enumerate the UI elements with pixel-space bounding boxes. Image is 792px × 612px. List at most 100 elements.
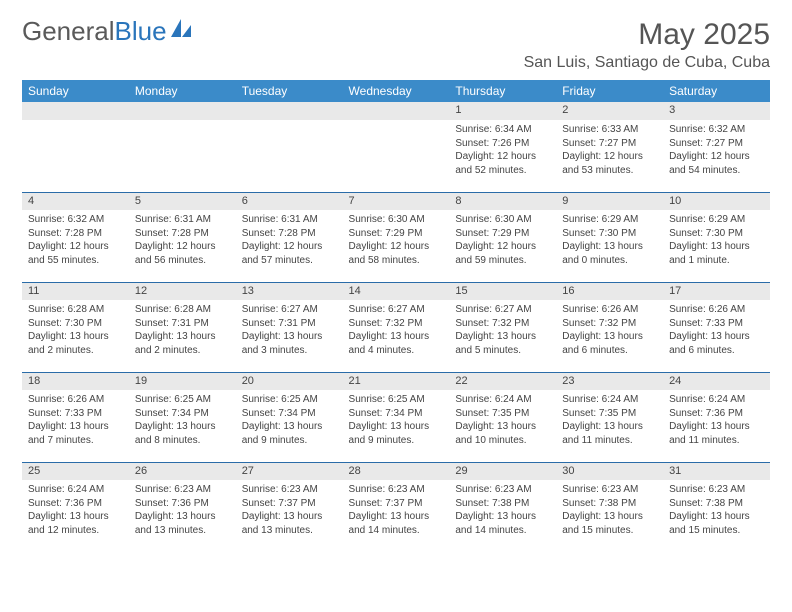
weekday-header: Thursday bbox=[449, 80, 556, 102]
sunset-text: Sunset: 7:31 PM bbox=[242, 317, 337, 331]
day-number-cell: 8 bbox=[449, 192, 556, 210]
day-number-cell: 3 bbox=[663, 102, 770, 120]
day-detail-cell: Sunrise: 6:27 AMSunset: 7:31 PMDaylight:… bbox=[236, 300, 343, 372]
day-detail-cell: Sunrise: 6:30 AMSunset: 7:29 PMDaylight:… bbox=[449, 210, 556, 282]
day-number-cell: 23 bbox=[556, 372, 663, 390]
daynum-row: 25262728293031 bbox=[22, 462, 770, 480]
daylight-text: Daylight: 13 hours and 4 minutes. bbox=[349, 330, 444, 357]
daylight-text: Daylight: 13 hours and 6 minutes. bbox=[669, 330, 764, 357]
day-number-cell: 30 bbox=[556, 462, 663, 480]
day-number-cell: 27 bbox=[236, 462, 343, 480]
daylight-text: Daylight: 13 hours and 9 minutes. bbox=[242, 420, 337, 447]
day-number-cell bbox=[236, 102, 343, 120]
day-number-cell: 29 bbox=[449, 462, 556, 480]
sunset-text: Sunset: 7:35 PM bbox=[562, 407, 657, 421]
sunset-text: Sunset: 7:33 PM bbox=[669, 317, 764, 331]
sunrise-text: Sunrise: 6:31 AM bbox=[135, 213, 230, 227]
daylight-text: Daylight: 13 hours and 14 minutes. bbox=[349, 510, 444, 537]
day-detail-cell: Sunrise: 6:24 AMSunset: 7:35 PMDaylight:… bbox=[556, 390, 663, 462]
sunrise-text: Sunrise: 6:26 AM bbox=[669, 303, 764, 317]
day-number-cell: 11 bbox=[22, 282, 129, 300]
sunset-text: Sunset: 7:29 PM bbox=[349, 227, 444, 241]
daylight-text: Daylight: 12 hours and 54 minutes. bbox=[669, 150, 764, 177]
sunrise-text: Sunrise: 6:25 AM bbox=[349, 393, 444, 407]
sunrise-text: Sunrise: 6:33 AM bbox=[562, 123, 657, 137]
logo-sail-icon bbox=[169, 17, 193, 39]
day-detail-cell: Sunrise: 6:26 AMSunset: 7:32 PMDaylight:… bbox=[556, 300, 663, 372]
daylight-text: Daylight: 13 hours and 8 minutes. bbox=[135, 420, 230, 447]
sunset-text: Sunset: 7:28 PM bbox=[28, 227, 123, 241]
sunset-text: Sunset: 7:36 PM bbox=[669, 407, 764, 421]
sunrise-text: Sunrise: 6:31 AM bbox=[242, 213, 337, 227]
sunrise-text: Sunrise: 6:23 AM bbox=[349, 483, 444, 497]
daylight-text: Daylight: 12 hours and 57 minutes. bbox=[242, 240, 337, 267]
sunrise-text: Sunrise: 6:23 AM bbox=[562, 483, 657, 497]
day-detail-cell: Sunrise: 6:26 AMSunset: 7:33 PMDaylight:… bbox=[22, 390, 129, 462]
calendar-table: Sunday Monday Tuesday Wednesday Thursday… bbox=[22, 80, 770, 552]
day-number-cell: 18 bbox=[22, 372, 129, 390]
sunrise-text: Sunrise: 6:24 AM bbox=[669, 393, 764, 407]
sunrise-text: Sunrise: 6:24 AM bbox=[28, 483, 123, 497]
weekday-header: Monday bbox=[129, 80, 236, 102]
sunrise-text: Sunrise: 6:23 AM bbox=[669, 483, 764, 497]
sunrise-text: Sunrise: 6:25 AM bbox=[242, 393, 337, 407]
weekday-row: Sunday Monday Tuesday Wednesday Thursday… bbox=[22, 80, 770, 102]
sunrise-text: Sunrise: 6:23 AM bbox=[135, 483, 230, 497]
weekday-header: Wednesday bbox=[343, 80, 450, 102]
day-detail-cell: Sunrise: 6:28 AMSunset: 7:31 PMDaylight:… bbox=[129, 300, 236, 372]
day-number-cell: 24 bbox=[663, 372, 770, 390]
day-detail-cell: Sunrise: 6:23 AMSunset: 7:38 PMDaylight:… bbox=[449, 480, 556, 552]
sunset-text: Sunset: 7:38 PM bbox=[669, 497, 764, 511]
day-detail-cell bbox=[129, 120, 236, 192]
daylight-text: Daylight: 13 hours and 13 minutes. bbox=[242, 510, 337, 537]
daylight-text: Daylight: 12 hours and 59 minutes. bbox=[455, 240, 550, 267]
sunset-text: Sunset: 7:34 PM bbox=[242, 407, 337, 421]
sunrise-text: Sunrise: 6:34 AM bbox=[455, 123, 550, 137]
sunset-text: Sunset: 7:32 PM bbox=[349, 317, 444, 331]
weekday-header: Friday bbox=[556, 80, 663, 102]
day-detail-cell: Sunrise: 6:23 AMSunset: 7:37 PMDaylight:… bbox=[343, 480, 450, 552]
day-detail-cell: Sunrise: 6:33 AMSunset: 7:27 PMDaylight:… bbox=[556, 120, 663, 192]
daylight-text: Daylight: 13 hours and 9 minutes. bbox=[349, 420, 444, 447]
day-number-cell: 21 bbox=[343, 372, 450, 390]
page-header: GeneralBlue May 2025 San Luis, Santiago … bbox=[22, 18, 770, 72]
sunset-text: Sunset: 7:33 PM bbox=[28, 407, 123, 421]
daylight-text: Daylight: 12 hours and 52 minutes. bbox=[455, 150, 550, 177]
daynum-row: 123 bbox=[22, 102, 770, 120]
sunset-text: Sunset: 7:30 PM bbox=[28, 317, 123, 331]
daylight-text: Daylight: 13 hours and 3 minutes. bbox=[242, 330, 337, 357]
sunrise-text: Sunrise: 6:29 AM bbox=[669, 213, 764, 227]
daylight-text: Daylight: 12 hours and 53 minutes. bbox=[562, 150, 657, 177]
daylight-text: Daylight: 13 hours and 2 minutes. bbox=[28, 330, 123, 357]
sunrise-text: Sunrise: 6:32 AM bbox=[669, 123, 764, 137]
day-number-cell: 7 bbox=[343, 192, 450, 210]
sunset-text: Sunset: 7:32 PM bbox=[562, 317, 657, 331]
sunset-text: Sunset: 7:29 PM bbox=[455, 227, 550, 241]
daylight-text: Daylight: 13 hours and 13 minutes. bbox=[135, 510, 230, 537]
sunrise-text: Sunrise: 6:29 AM bbox=[562, 213, 657, 227]
day-detail-cell: Sunrise: 6:25 AMSunset: 7:34 PMDaylight:… bbox=[129, 390, 236, 462]
day-number-cell: 17 bbox=[663, 282, 770, 300]
day-detail-cell: Sunrise: 6:29 AMSunset: 7:30 PMDaylight:… bbox=[556, 210, 663, 282]
sunrise-text: Sunrise: 6:32 AM bbox=[28, 213, 123, 227]
day-detail-cell bbox=[22, 120, 129, 192]
day-number-cell: 16 bbox=[556, 282, 663, 300]
sunrise-text: Sunrise: 6:27 AM bbox=[455, 303, 550, 317]
day-detail-cell: Sunrise: 6:24 AMSunset: 7:36 PMDaylight:… bbox=[22, 480, 129, 552]
day-detail-cell: Sunrise: 6:28 AMSunset: 7:30 PMDaylight:… bbox=[22, 300, 129, 372]
day-detail-cell: Sunrise: 6:26 AMSunset: 7:33 PMDaylight:… bbox=[663, 300, 770, 372]
daylight-text: Daylight: 13 hours and 11 minutes. bbox=[562, 420, 657, 447]
daylight-text: Daylight: 13 hours and 12 minutes. bbox=[28, 510, 123, 537]
month-title: May 2025 bbox=[524, 18, 770, 52]
sunrise-text: Sunrise: 6:26 AM bbox=[28, 393, 123, 407]
day-detail-cell: Sunrise: 6:27 AMSunset: 7:32 PMDaylight:… bbox=[343, 300, 450, 372]
day-number-cell: 6 bbox=[236, 192, 343, 210]
sunrise-text: Sunrise: 6:28 AM bbox=[28, 303, 123, 317]
day-detail-cell: Sunrise: 6:25 AMSunset: 7:34 PMDaylight:… bbox=[343, 390, 450, 462]
day-number-cell: 14 bbox=[343, 282, 450, 300]
sunrise-text: Sunrise: 6:27 AM bbox=[242, 303, 337, 317]
day-detail-cell: Sunrise: 6:32 AMSunset: 7:27 PMDaylight:… bbox=[663, 120, 770, 192]
sunset-text: Sunset: 7:37 PM bbox=[349, 497, 444, 511]
day-detail-cell: Sunrise: 6:27 AMSunset: 7:32 PMDaylight:… bbox=[449, 300, 556, 372]
weekday-header: Saturday bbox=[663, 80, 770, 102]
